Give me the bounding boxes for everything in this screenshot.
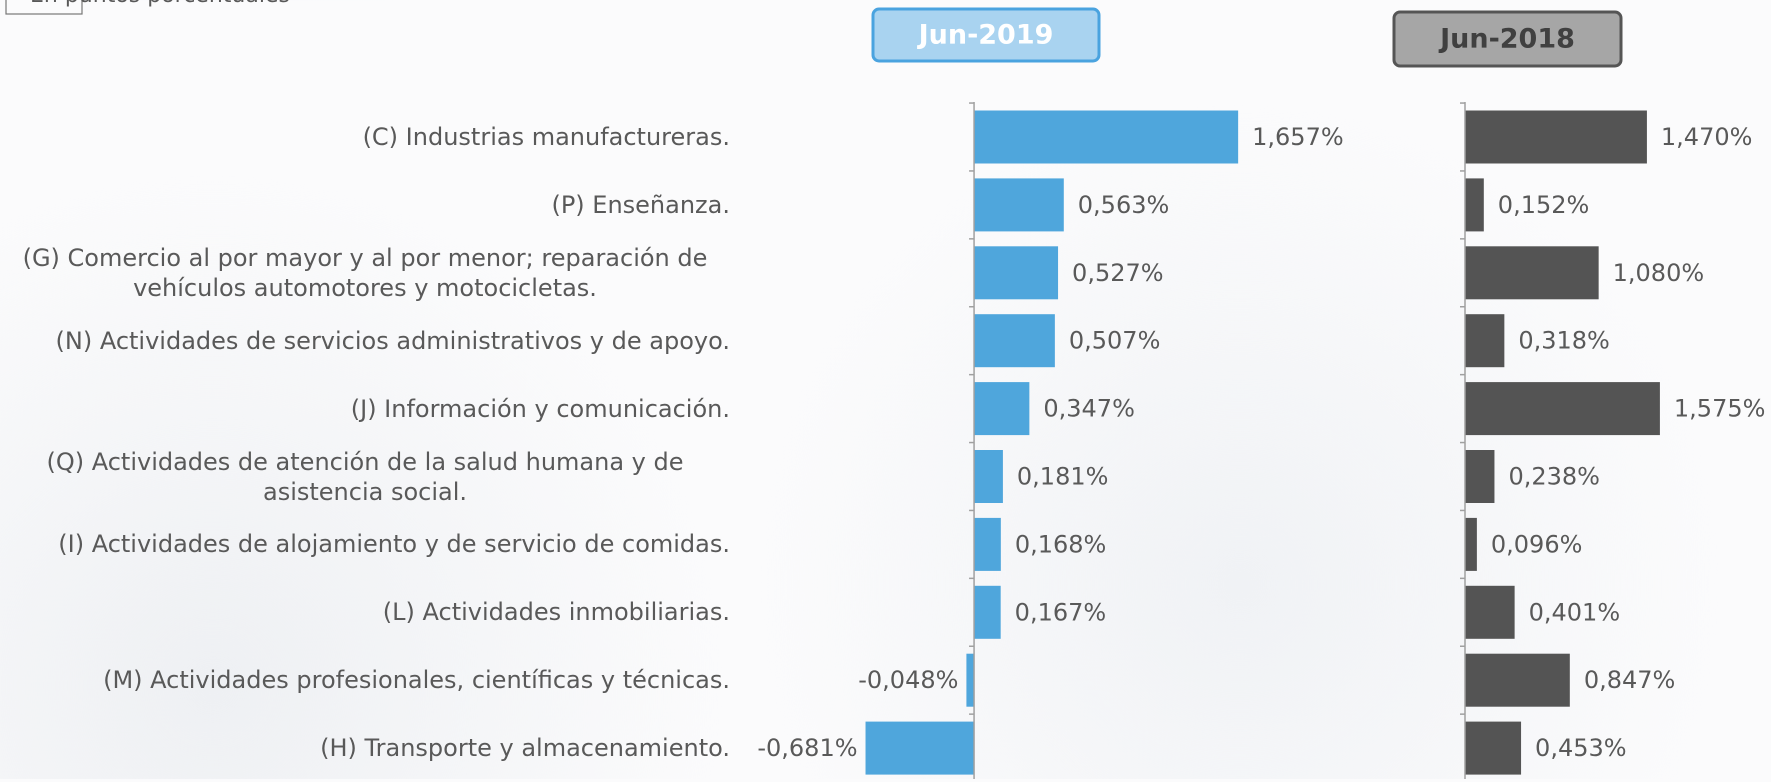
value-label: 0,238%: [1508, 463, 1600, 491]
category-label-row: (M) Actividades profesionales, científic…: [0, 646, 730, 714]
category-label: (P) Enseñanza.: [551, 190, 730, 219]
value-label: 0,096%: [1491, 530, 1583, 558]
bar: [974, 246, 1059, 300]
value-label: 0,847%: [1584, 666, 1676, 694]
panel-title: Jun-2019: [917, 20, 1054, 51]
category-label: (C) Industrias manufactureras.: [362, 123, 730, 151]
bar: [966, 653, 975, 707]
category-label-row: (P) Enseñanza.: [0, 171, 730, 239]
subtitle-box: [5, 0, 83, 15]
category-label-row: (Q) Actividades de atención de la salud …: [0, 443, 730, 511]
bar: [1465, 721, 1522, 775]
category-label: (L) Actividades inmobiliarias.: [382, 598, 730, 627]
value-label: 1,470%: [1661, 123, 1753, 151]
bar: [1465, 450, 1495, 503]
value-label: 1,080%: [1613, 259, 1705, 287]
value-label: 0,507%: [1069, 327, 1161, 355]
bar: [974, 450, 1003, 503]
bar: [974, 585, 1001, 639]
bar: [1465, 246, 1599, 300]
panel-title: Jun-2018: [1438, 24, 1575, 55]
category-label-row: (N) Actividades de servicios administrat…: [0, 307, 730, 375]
category-label: (I) Actividades de alojamiento y de serv…: [58, 530, 730, 559]
value-label: 0,453%: [1535, 734, 1627, 762]
category-label: (H) Transporte y almacenamiento.: [320, 734, 730, 763]
value-label: 0,167%: [1015, 598, 1107, 626]
bar: [974, 517, 1001, 571]
bar: [865, 721, 975, 775]
panel-title-badge: [1392, 10, 1623, 68]
category-label-row: (C) Industrias manufactureras.: [0, 103, 730, 171]
value-label: 0,168%: [1015, 530, 1107, 558]
bar: [1465, 382, 1660, 436]
bar: [974, 314, 1055, 368]
value-label: -0,681%: [757, 734, 857, 762]
category-label: (J) Información y comunicación.: [350, 394, 730, 423]
value-label: -0,048%: [858, 666, 958, 694]
category-label-row: (H) Transporte y almacenamiento.: [0, 714, 730, 782]
bar: [1465, 110, 1647, 164]
value-label: 0,318%: [1518, 327, 1610, 355]
value-label: 0,563%: [1078, 191, 1170, 219]
category-label-row: (I) Actividades de alojamiento y de serv…: [0, 510, 730, 578]
value-label: 0,527%: [1072, 259, 1164, 287]
value-label: 0,181%: [1017, 463, 1109, 491]
value-label: 1,575%: [1674, 395, 1766, 423]
bar: [974, 178, 1064, 232]
category-label: (Q) Actividades de atención de la salud …: [46, 447, 684, 506]
category-label: (N) Actividades de servicios administrat…: [55, 326, 730, 355]
bar: [1465, 653, 1570, 707]
category-label-row: (J) Información y comunicación.: [0, 375, 730, 443]
value-label: 0,347%: [1043, 395, 1135, 423]
bar: [1465, 585, 1515, 639]
category-label-row: (L) Actividades inmobiliarias.: [0, 578, 730, 646]
bar: [1465, 314, 1505, 368]
bar: [974, 382, 1030, 436]
bar: [974, 110, 1239, 164]
value-label: 0,401%: [1529, 598, 1621, 626]
bar: [1465, 178, 1484, 232]
subtitle: En puntos porcentuales: [30, 0, 290, 8]
bar: [1465, 517, 1477, 571]
value-label: 1,657%: [1252, 123, 1344, 151]
panel-title-badge: [871, 7, 1101, 63]
category-label: (M) Actividades profesionales, científic…: [103, 666, 730, 695]
category-label: (G) Comercio al por mayor y al por menor…: [22, 243, 708, 302]
value-label: 0,152%: [1498, 191, 1590, 219]
category-label-row: (G) Comercio al por mayor y al por menor…: [0, 239, 730, 307]
